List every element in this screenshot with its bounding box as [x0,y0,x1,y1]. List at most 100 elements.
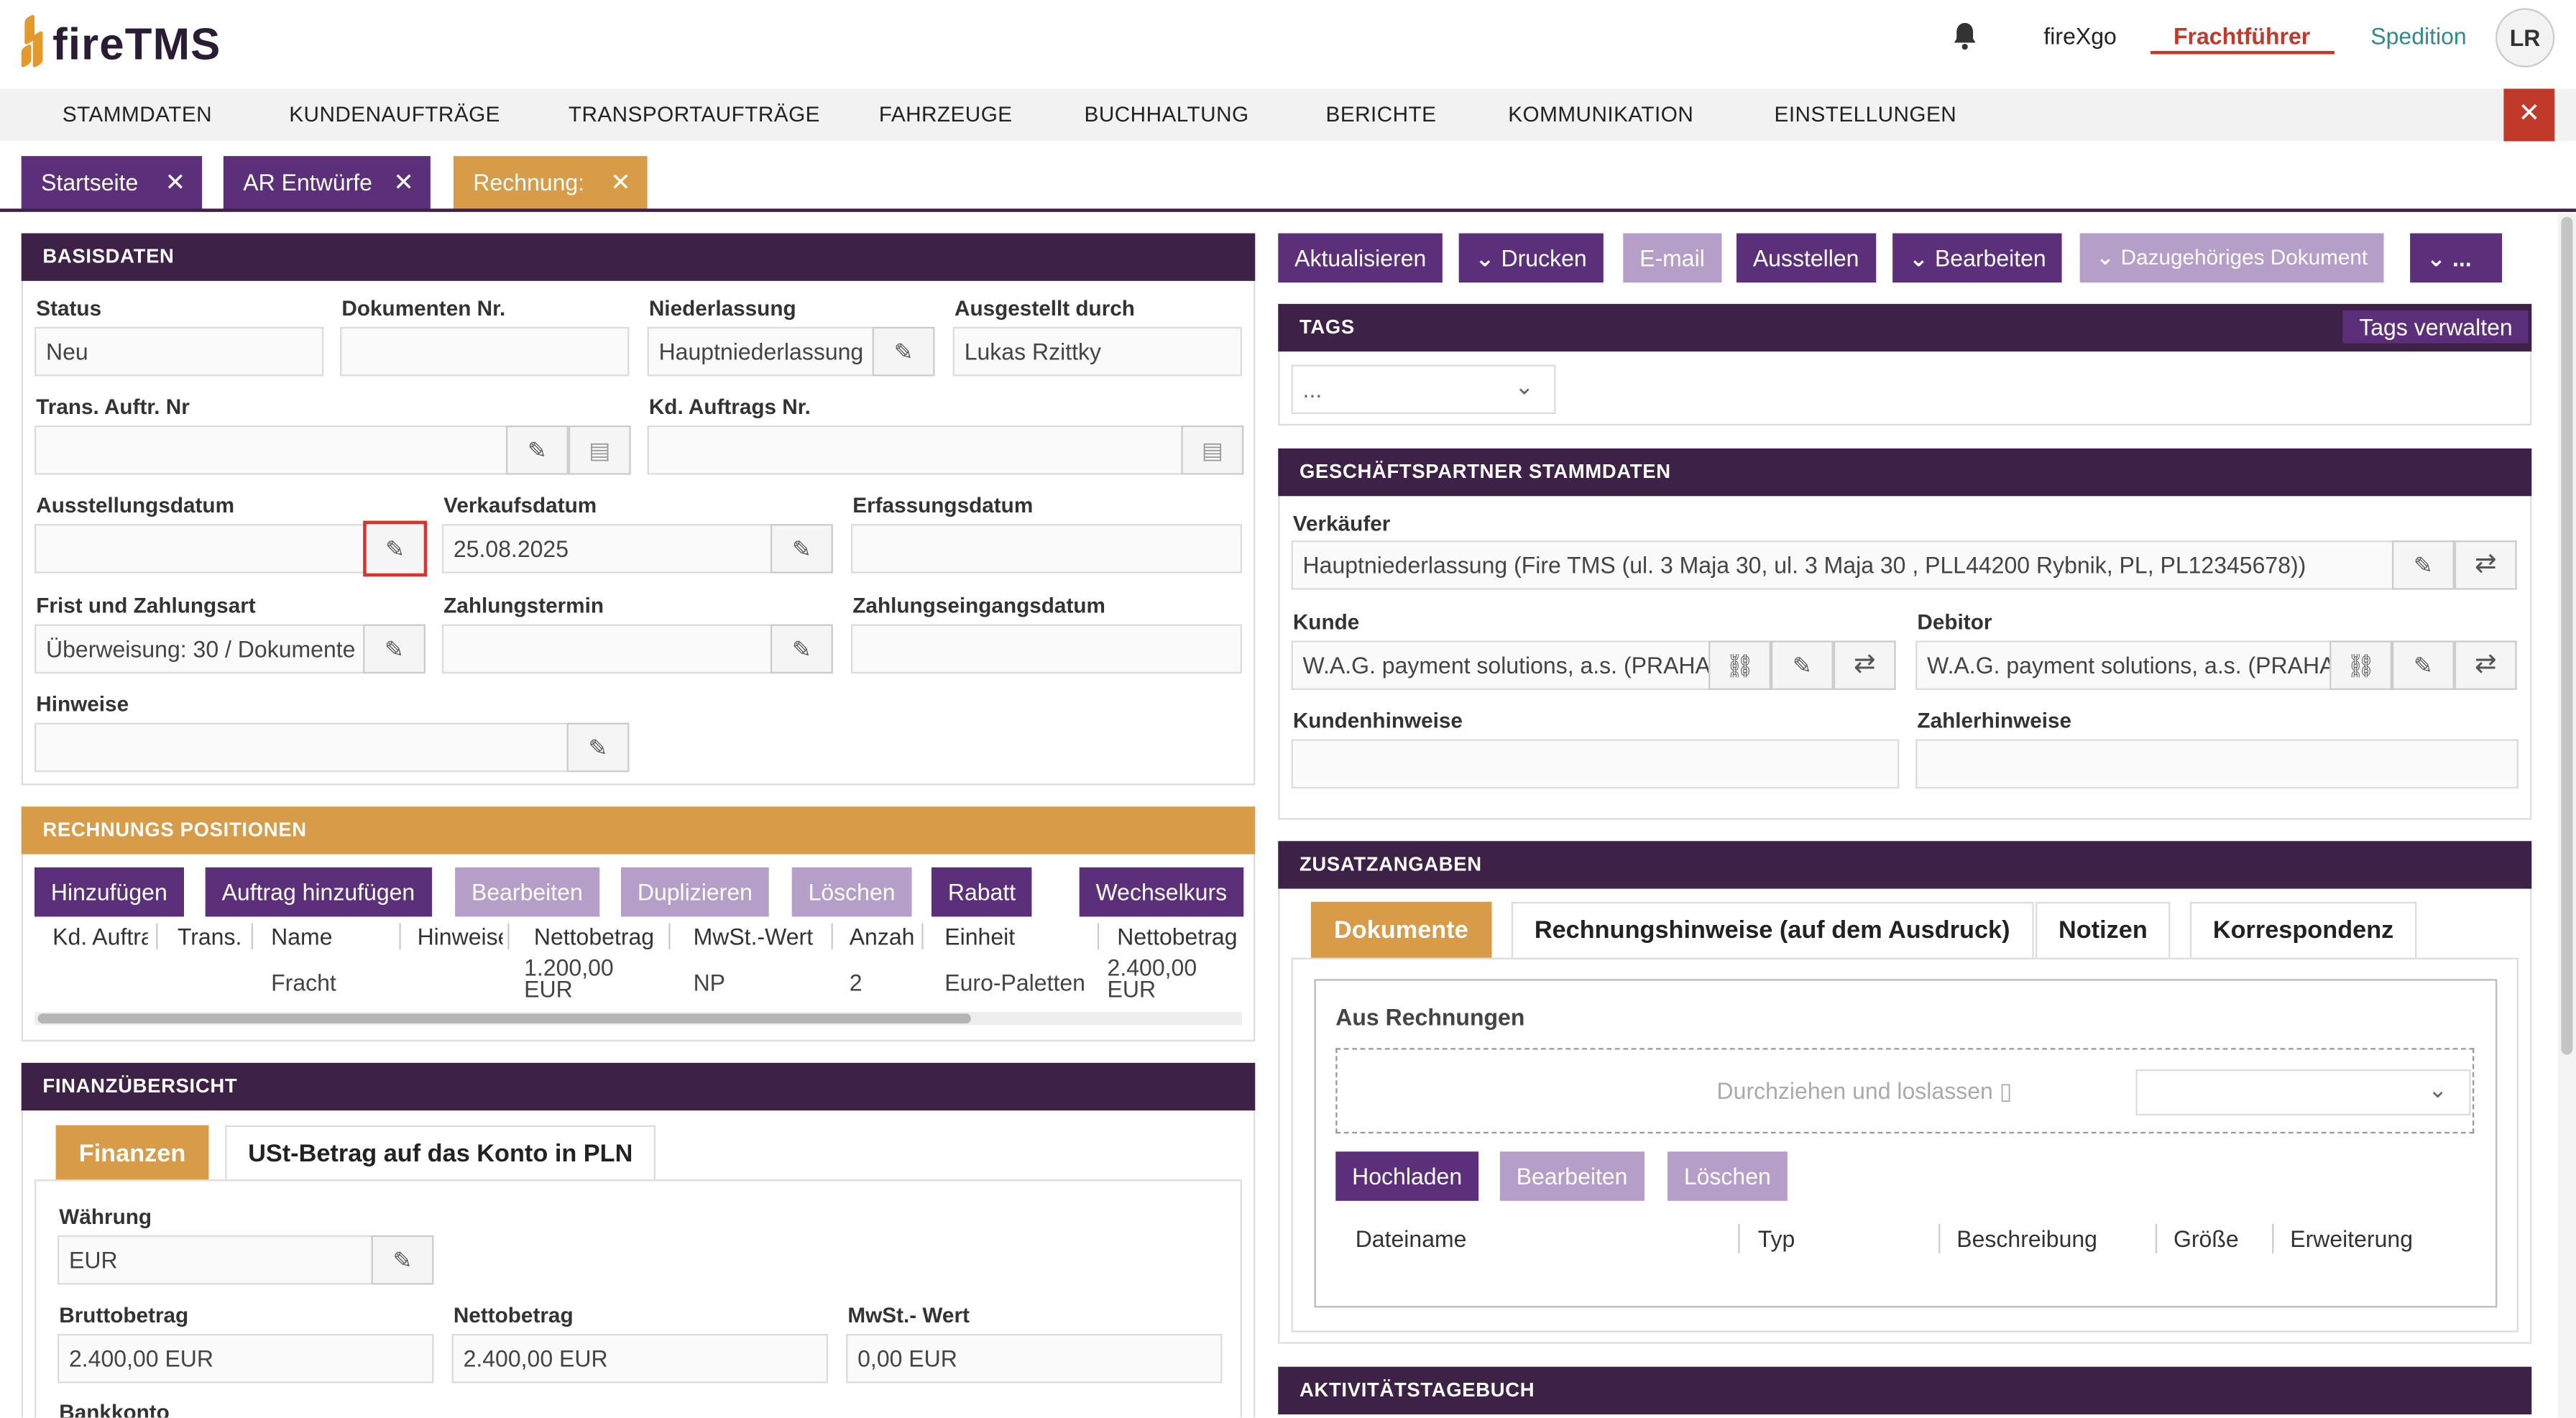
zahlungseingang-field[interactable] [850,624,1242,674]
kd-field[interactable] [647,425,1183,475]
nav-kundenauftraege[interactable]: KUNDENAUFTRÄGE [289,101,500,126]
edit-icon[interactable]: ✎ [2391,640,2455,690]
tab-close-icon[interactable]: ✕ [393,169,414,198]
erfassungsdatum-field[interactable] [850,524,1242,574]
edit-icon[interactable]: ✎ [770,624,833,674]
document-icon[interactable]: ▤ [568,425,631,475]
document-icon[interactable]: ▤ [1181,425,1244,475]
tab-startseite[interactable]: Startseite ✕ [21,156,203,211]
col-hinweise[interactable]: Hinweise [417,923,503,950]
role-frachtfuehrer[interactable]: Frachtführer [2173,22,2311,50]
edit-icon[interactable]: ✎ [566,722,630,773]
col-erweiterung[interactable]: Erweiterung [2290,1225,2414,1252]
tab-ar-entwuerfe[interactable]: AR Entwürfe ✕ [223,156,431,211]
bearbeiten-dokument-button[interactable]: Bearbeiten [1499,1151,1644,1201]
edit-icon[interactable]: ✎ [2391,540,2455,590]
tab-ust-betrag[interactable]: USt-Betrag auf das Konto in PLN [225,1125,656,1182]
tags-verwalten-button[interactable]: Tags verwalten [2342,310,2529,344]
row-einheit[interactable]: Euro-Paletten [944,969,1085,996]
tab-close-icon[interactable]: ✕ [165,169,186,198]
nav-berichte[interactable]: BERICHTE [1325,101,1437,126]
bell-icon[interactable] [1951,22,1978,51]
col-name[interactable]: Name [271,923,333,950]
nav-buchhaltung[interactable]: BUCHHALTUNG [1084,101,1249,126]
ausstellungsdatum-field[interactable] [34,524,365,574]
scrollbar-thumb[interactable] [37,1013,971,1023]
hinzufuegen-button[interactable]: Hinzufügen [34,867,184,917]
tab-korrespondenz[interactable]: Korrespondenz [2189,901,2417,958]
drucken-button[interactable]: ⌄ Drucken [1458,233,1604,283]
edit-icon[interactable]: ✎ [872,326,935,377]
chevron-down-icon[interactable]: ⌄ [2428,1076,2448,1102]
col-nettobetrag-total[interactable]: Nettobetrag [1117,923,1238,950]
bearbeiten-action-button[interactable]: ⌄ Bearbeiten [1892,233,2063,283]
col-kd-auftrag[interactable]: Kd. Auftra [52,923,148,950]
loeschen-dokument-button[interactable]: Löschen [1667,1151,1788,1201]
netto-field[interactable]: 2.400,00 EUR [451,1333,828,1384]
bearbeiten-button[interactable]: Bearbeiten [455,867,599,917]
ausstellen-button[interactable]: Ausstellen [1736,233,1876,283]
tab-notizen[interactable]: Notizen [2035,901,2171,958]
swap-icon[interactable]: ⇄ [1833,640,1896,690]
close-icon[interactable]: ✕ [2503,88,2555,142]
avatar[interactable]: LR [2495,8,2555,68]
wechselkurs-button[interactable]: Wechselkurs [1079,867,1244,917]
dokumenten-field[interactable] [340,326,630,377]
link-icon[interactable]: ⛓ [1708,640,1771,690]
row-netto-total[interactable]: 2.400,00 EUR [1107,954,1197,1003]
hinweise-field[interactable] [34,722,569,773]
col-beschreibung[interactable]: Beschreibung [1956,1225,2097,1252]
more-button[interactable]: ⌄... [2410,233,2503,283]
tab-close-icon[interactable]: ✕ [610,169,631,198]
row-name[interactable]: Fracht [271,969,336,996]
tags-select[interactable]: ... [1291,364,1556,414]
debitor-field[interactable]: W.A.G. payment solutions, a.s. (PRAHA 4 [1915,640,2332,690]
zahlerhinweise-field[interactable] [1915,739,2518,789]
edit-icon[interactable]: ✎ [505,425,569,475]
frist-field[interactable]: Überweisung: 30 / Dokumente [34,624,365,674]
dazugehoeriges-dokument-button[interactable]: ⌄ Dazugehöriges Dokument [2079,233,2385,283]
col-mwst[interactable]: MwSt.-Wert [693,923,814,950]
status-field[interactable]: Neu [34,326,324,377]
brutto-field[interactable]: 2.400,00 EUR [57,1333,434,1384]
email-button[interactable]: E-mail [1623,233,1721,283]
page-scrollbar-thumb[interactable] [2561,216,2573,1055]
kundenhinweise-field[interactable] [1291,739,1900,789]
col-typ[interactable]: Typ [1757,1225,1795,1252]
niederlassung-field[interactable]: Hauptniederlassung [647,326,874,377]
nav-stammdaten[interactable]: STAMMDATEN [62,101,213,126]
rabatt-button[interactable]: Rabatt [931,867,1032,917]
col-nettobetrag[interactable]: Nettobetrag [533,923,655,950]
edit-icon[interactable]: ✎ [363,520,428,577]
link-icon[interactable]: ⛓ [2329,640,2392,690]
ausgestellt-field[interactable]: Lukas Rzittky [952,326,1242,377]
hochladen-button[interactable]: Hochladen [1335,1151,1478,1201]
zahlungstermin-field[interactable] [441,624,773,674]
nav-einstellungen[interactable]: EINSTELLUNGEN [1774,101,1957,126]
row-anzahl[interactable]: 2 [849,969,862,996]
edit-icon[interactable]: ✎ [1770,640,1834,690]
loeschen-button[interactable]: Löschen [791,867,912,917]
col-anzahl[interactable]: Anzah [849,923,915,950]
swap-icon[interactable]: ⇄ [2454,640,2517,690]
col-einheit[interactable]: Einheit [944,923,1016,950]
edit-icon[interactable]: ✎ [363,624,426,674]
edit-icon[interactable]: ✎ [770,524,833,574]
duplizieren-button[interactable]: Duplizieren [620,867,769,917]
org-name[interactable]: fireXgo [2043,22,2117,50]
col-trans[interactable]: Trans. [177,923,242,950]
col-groesse[interactable]: Größe [2173,1225,2239,1252]
trans-field[interactable] [34,425,508,475]
mwst-field[interactable]: 0,00 EUR [846,1333,1223,1384]
auftrag-hinzufuegen-button[interactable]: Auftrag hinzufügen [205,867,432,917]
document-type-select[interactable] [2135,1069,2471,1115]
tab-rechnungshinweise[interactable]: Rechnungshinweise (auf dem Ausdruck) [1511,901,2033,958]
aktualisieren-button[interactable]: Aktualisieren [1278,233,1443,283]
col-dateiname[interactable]: Dateiname [1355,1225,1467,1252]
verkaufsdatum-field[interactable]: 25.08.2025 [441,524,773,574]
nav-kommunikation[interactable]: KOMMUNIKATION [1508,101,1694,126]
waehrung-field[interactable]: EUR [57,1235,373,1285]
app-logo[interactable]: fireTMS [19,13,221,70]
edit-icon[interactable]: ✎ [371,1235,434,1285]
role-spedition[interactable]: Spedition [2370,22,2467,50]
